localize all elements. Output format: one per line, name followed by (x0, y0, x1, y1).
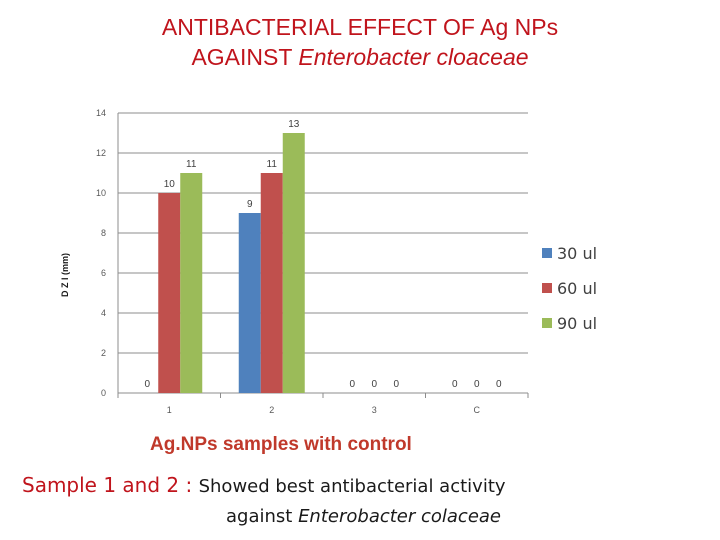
bar-0-2 (180, 173, 203, 393)
x-tick-label-0: 1 (167, 405, 172, 415)
legend-swatch-0 (542, 248, 552, 258)
title-line-2: AGAINST Enterobacter cloaceae (0, 42, 720, 72)
data-label-1-0: 9 (247, 199, 253, 210)
chart-title: ANTIBACTERIAL EFFECT OF Ag NPs AGAINST E… (0, 12, 720, 72)
y-tick-label-0: 0 (101, 388, 106, 398)
legend-label-0: 30 ul (557, 244, 597, 263)
title-line-1: ANTIBACTERIAL EFFECT OF Ag NPs (161, 14, 559, 40)
data-label-1-1: 11 (267, 159, 278, 170)
data-label-3-1: 0 (474, 379, 480, 390)
legend-swatch-2 (542, 318, 552, 328)
y-tick-label-6: 12 (96, 148, 106, 158)
y-tick-label-1: 2 (101, 348, 106, 358)
data-label-0-2: 11 (186, 159, 197, 170)
x-tick-label-1: 2 (269, 405, 274, 415)
data-label-2-2: 0 (393, 379, 399, 390)
data-label-2-0: 0 (349, 379, 355, 390)
y-tick-label-3: 6 (101, 268, 106, 278)
y-tick-label-2: 4 (101, 308, 106, 318)
bar-1-2 (282, 133, 305, 393)
legend-label-1: 60 ul (557, 279, 597, 298)
x-axis-label: Ag.NPs samples with control (150, 434, 412, 455)
y-tick-label-5: 10 (96, 188, 106, 198)
caption-lead: Sample 1 and 2 : (22, 473, 199, 497)
bar-0-1 (158, 193, 181, 393)
bar-1-1 (260, 173, 283, 393)
caption-organism: Enterobacter colaceae (298, 506, 502, 527)
caption-line-1: Sample 1 and 2 : Showed best antibacteri… (22, 472, 506, 500)
bar-1-0 (238, 213, 261, 393)
title-line-2-prefix: AGAINST (191, 44, 299, 70)
title-organism: Enterobacter cloaceae (298, 44, 529, 70)
data-label-0-0: 0 (144, 379, 150, 390)
caption-text: Showed best antibacterial activity (198, 476, 506, 497)
caption-line-2: against Enterobacter colaceae (226, 504, 501, 530)
x-tick-label-3: C (474, 405, 481, 415)
legend-label-2: 90 ul (557, 314, 597, 333)
data-label-1-2: 13 (288, 119, 300, 130)
legend-swatch-1 (542, 283, 552, 293)
y-axis-label: D Z I (mm) (60, 253, 70, 297)
y-tick-label-4: 8 (101, 228, 106, 238)
data-label-3-0: 0 (452, 379, 458, 390)
data-label-0-1: 10 (164, 179, 176, 190)
y-tick-label-7: 14 (96, 108, 106, 118)
data-label-3-2: 0 (496, 379, 502, 390)
data-label-2-1: 0 (371, 379, 377, 390)
caption-line-2-prefix: against (226, 506, 299, 527)
x-tick-label-2: 3 (372, 405, 377, 415)
